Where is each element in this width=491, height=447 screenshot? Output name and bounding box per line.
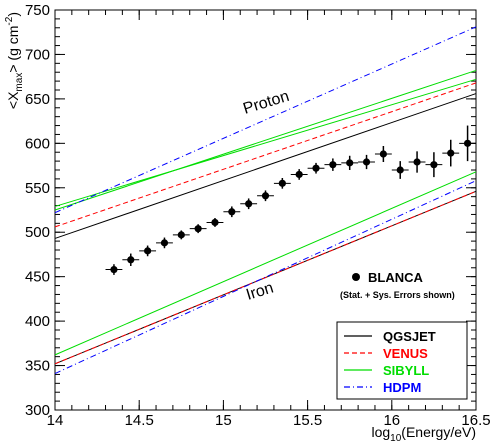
legend-rows: QGSJET VENUS SIBYLL HDPM bbox=[344, 329, 436, 395]
blanca-point bbox=[413, 158, 421, 166]
hdpm-legend-label: HDPM bbox=[383, 380, 421, 395]
blanca-point bbox=[362, 158, 371, 166]
blanca-point bbox=[194, 225, 202, 233]
y-tick-label: 500 bbox=[25, 224, 50, 241]
y-tick-label: 550 bbox=[25, 180, 50, 197]
y-tick-label: 750 bbox=[25, 2, 50, 19]
y-tick-label: 600 bbox=[25, 135, 50, 152]
blanca-point bbox=[329, 161, 337, 169]
blanca-point bbox=[127, 256, 135, 264]
y-tick-label: 450 bbox=[25, 269, 50, 286]
venus-proton-line bbox=[54, 82, 477, 228]
qgsjet-proton-line bbox=[54, 93, 477, 239]
sibyll-proton-alt-line bbox=[54, 78, 477, 207]
y-axis-title: <Xmax> (g cm-2) bbox=[4, 12, 25, 109]
legend: QGSJET VENUS SIBYLL HDPM bbox=[336, 321, 468, 400]
legend-box bbox=[336, 321, 468, 400]
y-tick-label: 400 bbox=[25, 313, 50, 330]
blanca-point bbox=[295, 170, 303, 179]
proton-annotation: Proton bbox=[241, 88, 291, 118]
blanca-legend-marker bbox=[352, 273, 360, 281]
blanca-point bbox=[228, 208, 236, 216]
blanca-point bbox=[463, 139, 472, 147]
iron-annotation: Iron bbox=[244, 280, 275, 304]
y-tick-label: 350 bbox=[25, 358, 50, 375]
x-tick-label: 15 bbox=[215, 412, 232, 429]
sibyll-iron-line bbox=[54, 171, 477, 356]
blanca-point bbox=[379, 150, 387, 158]
blanca-label: BLANCA bbox=[368, 270, 423, 285]
qgsjet-legend-label: QGSJET bbox=[383, 329, 436, 344]
venus-iron-line bbox=[54, 190, 477, 365]
x-tick-label: 16.5 bbox=[461, 412, 490, 429]
y-tick-label: 300 bbox=[25, 402, 50, 419]
x-tick-label: 16 bbox=[383, 412, 400, 429]
blanca-point bbox=[211, 218, 219, 227]
x-tick-label: 14.5 bbox=[125, 412, 154, 429]
sibyll-legend-label: SIBYLL bbox=[383, 363, 429, 378]
blanca-point bbox=[245, 200, 253, 208]
errors-note: (Stat. + Sys. Errors shown) bbox=[340, 290, 455, 300]
blanca-point bbox=[177, 231, 185, 239]
blanca-point bbox=[346, 159, 354, 167]
blanca-point bbox=[396, 166, 404, 174]
blanca-point bbox=[160, 239, 169, 247]
blanca-point bbox=[261, 192, 270, 200]
blanca-point bbox=[312, 164, 320, 172]
x-tick-label: 15.5 bbox=[293, 412, 322, 429]
y-tick-label: 650 bbox=[25, 91, 50, 108]
blanca-point bbox=[430, 161, 438, 169]
sibyll-proton-line bbox=[54, 69, 477, 211]
hdpm-proton-line bbox=[54, 26, 477, 214]
blanca-point bbox=[110, 265, 118, 274]
venus-legend-label: VENUS bbox=[383, 346, 428, 361]
x-tick-label: 14 bbox=[47, 412, 64, 429]
blanca-point bbox=[278, 179, 286, 187]
x-axis-title: log10(Energy/eV) bbox=[371, 424, 476, 444]
blanca-point bbox=[447, 149, 455, 157]
blanca-point bbox=[144, 247, 152, 255]
plot-area: 14 14.5 15 15.5 16 16.5 300 350 400 450 500 550 600 6… bbox=[25, 2, 491, 429]
y-tick-label: 700 bbox=[25, 46, 50, 63]
